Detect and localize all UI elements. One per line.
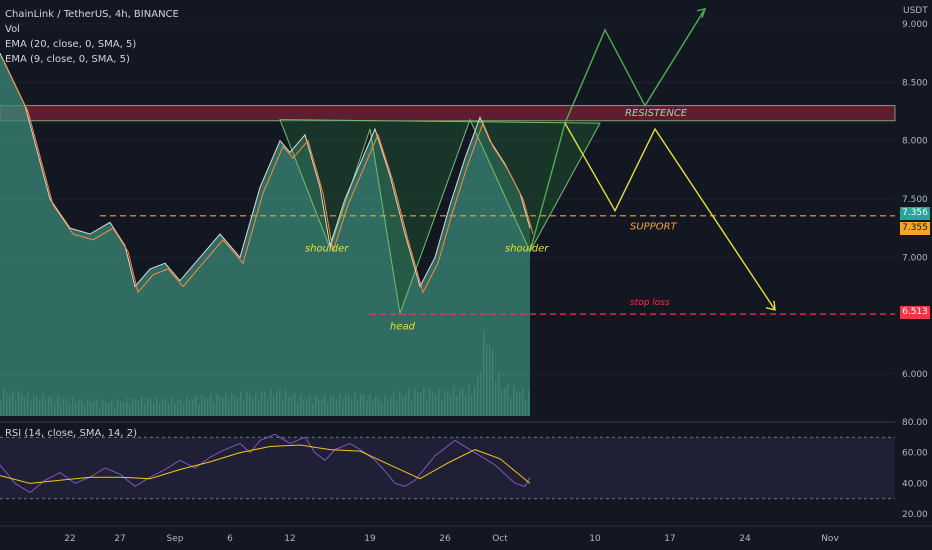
bullish-projection-line [529,8,706,252]
price-tick-label: 9.000 [902,20,928,30]
time-tick-label: 12 [284,534,295,544]
time-tick-label: 10 [589,534,601,544]
resistance-label: RESISTENCE [625,108,688,119]
time-tick-label: 17 [664,534,675,544]
bearish-projection-line [564,122,776,311]
rsi-indicator-label: RSI (14, close, SMA, 14, 2) [5,428,138,439]
price-area [0,53,530,417]
ema20-indicator-label: EMA (20, close, 0, SMA, 5) [5,39,137,50]
stop-loss-price-tag: 6.513 [900,306,930,319]
volume-indicator-label: Vol [5,24,20,35]
time-tick-label: Nov [821,534,839,544]
price-tick-label: 8.500 [902,78,928,88]
time-tick-label: 24 [739,534,751,544]
stop-loss-label: stop loss [630,298,670,308]
head-label: head [390,322,416,333]
resistance-band [0,105,896,122]
symbol-title: ChainLink / TetherUS, 4h, BINANCE [5,9,179,20]
time-tick-label: Sep [167,534,184,544]
rsi-ma-line [0,444,531,484]
right-shoulder-label: shoulder [505,244,549,255]
rsi-band [0,437,895,499]
time-tick-label: Oct [492,534,508,544]
ema-price-tag: 7.355 [900,222,930,235]
ema9-indicator-label: EMA (9, close, 0, SMA, 5) [5,54,130,65]
ema-line [2,58,534,294]
price-tick-label: 8.000 [902,137,928,147]
rsi-tick-label: 60.00 [902,449,928,459]
rsi-tick-label: 80.00 [902,418,928,428]
rsi-tick-label: 20.00 [902,510,928,520]
bullish-arrowhead [696,7,707,19]
price-tick-label: 6.000 [902,370,928,380]
head-and-shoulders-pattern [279,118,601,316]
price-tick-label: 7.500 [902,195,928,205]
time-tick-label: 22 [64,534,75,544]
left-shoulder-label: shoulder [305,244,349,255]
time-tick-label: 19 [364,534,376,544]
rsi-line [0,433,531,494]
time-tick-label: 6 [227,534,233,544]
time-tick-label: 26 [439,534,451,544]
current-price-tag: 7.356 [900,207,930,220]
rsi-tick-label: 40.00 [902,479,928,489]
price-line [0,52,531,288]
time-tick-label: 27 [114,534,125,544]
currency-label: USDT [903,6,928,16]
bearish-arrowhead [765,300,776,311]
price-tick-label: 7.000 [902,253,928,263]
support-label: SUPPORT [630,221,678,232]
